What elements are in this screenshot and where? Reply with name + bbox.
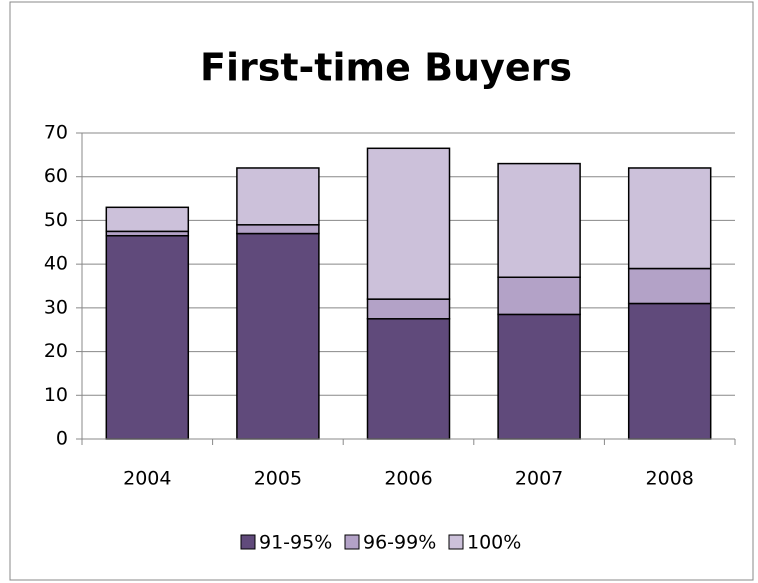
bar-segment (366, 147, 451, 300)
y-tick-label: 40 (44, 253, 68, 275)
bar-segment (366, 298, 451, 320)
bar-segment (366, 318, 451, 440)
x-tick-label: 2006 (384, 468, 432, 490)
bar-segment (236, 167, 320, 226)
legend-label: 100% (467, 532, 521, 554)
legend-swatch (448, 534, 464, 550)
y-tick-label: 20 (44, 340, 68, 362)
bar-segment (497, 313, 581, 440)
bar-segment (497, 162, 581, 279)
y-tick-label: 0 (56, 428, 68, 450)
x-tick-label: 2007 (515, 468, 563, 490)
bar-segment (627, 167, 712, 270)
chart-title: First-time Buyers (200, 46, 572, 90)
bar-segment (497, 276, 581, 316)
bar-segment (236, 232, 320, 440)
x-tick-label: 2008 (646, 468, 694, 490)
legend-label: 96-99% (363, 532, 436, 554)
y-tick-label: 30 (44, 296, 68, 318)
bar-segment (627, 267, 712, 305)
y-tick-label: 60 (44, 165, 68, 187)
legend-label: 91-95% (259, 532, 332, 554)
x-tick-label: 2005 (254, 468, 302, 490)
bar-segment (627, 302, 712, 440)
legend-swatch (344, 534, 360, 550)
y-tick-label: 10 (44, 384, 68, 406)
y-tick-label: 50 (44, 209, 68, 231)
legend-swatch (240, 534, 256, 550)
y-tick-label: 70 (44, 122, 68, 144)
x-tick-label: 2004 (123, 468, 171, 490)
bar-segment (105, 234, 190, 440)
bar-segment (105, 206, 190, 233)
bar-segment (236, 224, 320, 235)
